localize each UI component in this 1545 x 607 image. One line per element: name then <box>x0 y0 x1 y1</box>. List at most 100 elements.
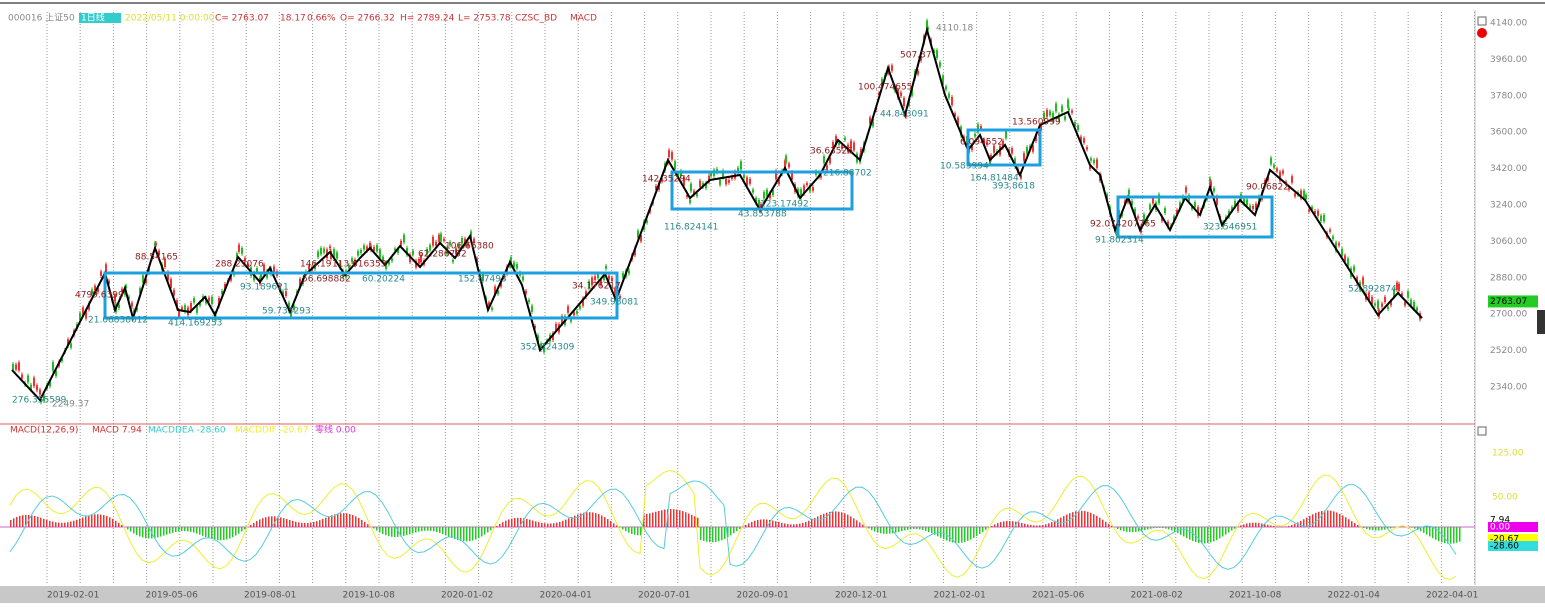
candle <box>740 161 742 169</box>
macd-bar <box>1291 525 1293 527</box>
high: H= 2789.24 <box>400 14 455 24</box>
zigzag-label: 92.074207765 <box>1090 220 1156 230</box>
candle <box>211 297 213 304</box>
macd-bar <box>1126 527 1128 532</box>
date-label: 2021-05-06 <box>1032 591 1085 601</box>
macd-bar <box>1312 514 1314 527</box>
macd-bar <box>793 524 795 527</box>
macd-bar <box>1354 523 1356 527</box>
macd-bar <box>331 515 333 527</box>
macd-bar <box>991 526 993 527</box>
candle <box>1077 125 1079 130</box>
candle <box>18 362 20 370</box>
zigzag-label: 10.583994 <box>940 162 989 172</box>
macd-bar <box>1195 527 1197 542</box>
macd-bar <box>367 524 369 527</box>
price-tick: 3600.00 <box>1490 128 1527 138</box>
macd-bar <box>1057 519 1059 527</box>
macd-bar <box>904 527 906 530</box>
macd-bar <box>217 527 219 540</box>
macd-bar <box>1204 527 1206 543</box>
macd-bar <box>445 527 447 535</box>
candle <box>1291 176 1293 182</box>
macd-bar <box>889 527 891 534</box>
macd-bar <box>1267 525 1269 527</box>
macd-bar <box>1156 527 1158 528</box>
macd-bar <box>808 521 810 527</box>
macd-bar <box>94 514 96 527</box>
macd-bar <box>1036 525 1038 527</box>
macd-bar <box>376 527 378 531</box>
zigzag-label: 88.54165 <box>135 253 178 263</box>
macd-bar <box>49 521 51 527</box>
macd-bar <box>1243 524 1245 527</box>
candle <box>974 134 976 137</box>
candle <box>357 251 359 255</box>
zigzag-label: 91.802314 <box>1095 236 1144 246</box>
candle <box>1046 110 1048 117</box>
macd-bar <box>1300 521 1302 527</box>
zigzag-label: 507.37 <box>900 51 932 61</box>
close-indicator[interactable] <box>1477 28 1487 38</box>
macd-bar <box>745 525 747 527</box>
candle <box>376 245 378 251</box>
macd-bar <box>340 513 342 527</box>
macd-bar <box>229 527 231 539</box>
macd-bar <box>235 527 237 536</box>
macd-bar <box>721 527 723 540</box>
macd-bar <box>823 514 825 527</box>
macd-bar <box>1444 527 1446 543</box>
macd-bar <box>880 527 882 533</box>
candle <box>1185 187 1187 192</box>
candle <box>21 374 23 378</box>
price-tick: 2340.00 <box>1490 383 1527 393</box>
macd-bar <box>1270 525 1272 527</box>
macd-bar <box>412 527 414 533</box>
macd-bar <box>598 514 600 527</box>
macd-bar <box>1024 524 1026 527</box>
macd-bar <box>928 527 930 532</box>
scroll-handle[interactable] <box>1537 310 1545 334</box>
candle <box>689 200 691 203</box>
macd-bar <box>820 515 822 527</box>
price-tick: 3780.00 <box>1490 91 1527 101</box>
macd-bar <box>796 524 798 527</box>
macd-bar <box>301 523 303 527</box>
macd-bar <box>970 527 972 540</box>
candle <box>1398 284 1400 291</box>
macd-bar <box>139 527 141 536</box>
macd-bar <box>118 523 120 527</box>
zigzag-label: 100.474655 <box>858 83 912 93</box>
macd-bar <box>103 515 105 527</box>
macd-bar <box>1357 525 1359 527</box>
macd-bar <box>1021 523 1023 527</box>
macd-bar <box>1093 514 1095 527</box>
candle <box>1377 301 1379 309</box>
candle <box>1273 165 1275 168</box>
low-label: 2249.37 <box>52 400 89 410</box>
macd-bar <box>724 527 726 539</box>
macd-value: MACD 7.94 <box>92 426 142 436</box>
macd-bar <box>259 519 261 527</box>
candle <box>1320 216 1322 221</box>
candle <box>674 161 676 169</box>
macd-bar <box>484 527 486 535</box>
candle <box>749 179 751 184</box>
macd-bar <box>448 527 450 537</box>
macd-bar <box>1012 521 1014 527</box>
macd-bar <box>424 527 426 531</box>
macd-bar <box>1135 527 1137 532</box>
zigzag-label: 56.698882 <box>302 275 351 285</box>
candle <box>1246 200 1248 206</box>
zigzag-label: 152.67493 <box>458 275 507 285</box>
macd-bar <box>325 518 327 527</box>
candle <box>1083 138 1085 142</box>
macd-bar <box>1060 518 1062 527</box>
candle <box>605 266 607 269</box>
macd-bar <box>964 527 966 542</box>
macd-bar <box>997 523 999 527</box>
macd-bar <box>214 527 216 540</box>
candle <box>891 65 893 70</box>
candle <box>36 385 38 390</box>
candle <box>1317 211 1319 216</box>
